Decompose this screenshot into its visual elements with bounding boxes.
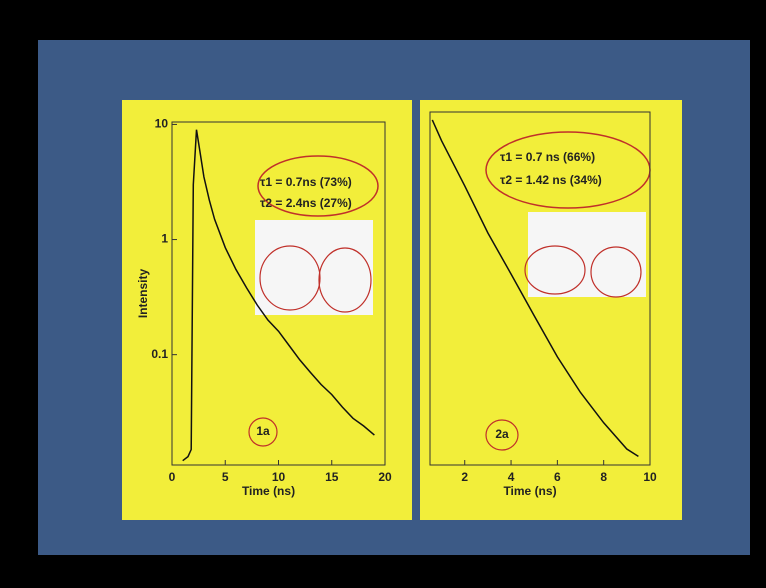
- molecule-image: [528, 212, 646, 297]
- y-tick-label: 10: [155, 117, 169, 131]
- x-axis-label: Time (ns): [242, 484, 295, 498]
- x-axis-label: Time (ns): [503, 484, 556, 498]
- annotation: τ2 = 1.42 ns (34%): [500, 173, 602, 187]
- annotation: 1a: [256, 424, 270, 438]
- x-tick-label: 15: [325, 470, 339, 484]
- y-tick-label: 1: [161, 232, 168, 246]
- annotation: 2a: [495, 427, 509, 441]
- y-axis-label: Intensity: [136, 269, 150, 319]
- annotation: τ1 = 0.7ns (73%): [260, 175, 352, 189]
- annotation: τ1 = 0.7 ns (66%): [500, 150, 595, 164]
- x-tick-label: 0: [169, 470, 176, 484]
- x-tick-label: 6: [554, 470, 561, 484]
- x-tick-label: 10: [643, 470, 657, 484]
- x-tick-label: 20: [378, 470, 392, 484]
- y-tick-label: 0.1: [151, 347, 168, 361]
- x-tick-label: 8: [600, 470, 607, 484]
- x-tick-label: 5: [222, 470, 229, 484]
- x-tick-label: 2: [461, 470, 468, 484]
- molecule-image: [255, 220, 373, 315]
- x-tick-label: 10: [272, 470, 286, 484]
- slide: 0 5 10 15 20 10 1 0.1 Time (ns) Intensity τ1 = 0.7…: [0, 0, 766, 583]
- annotation: τ2 = 2.4ns (27%): [260, 196, 352, 210]
- x-tick-label: 4: [508, 470, 515, 484]
